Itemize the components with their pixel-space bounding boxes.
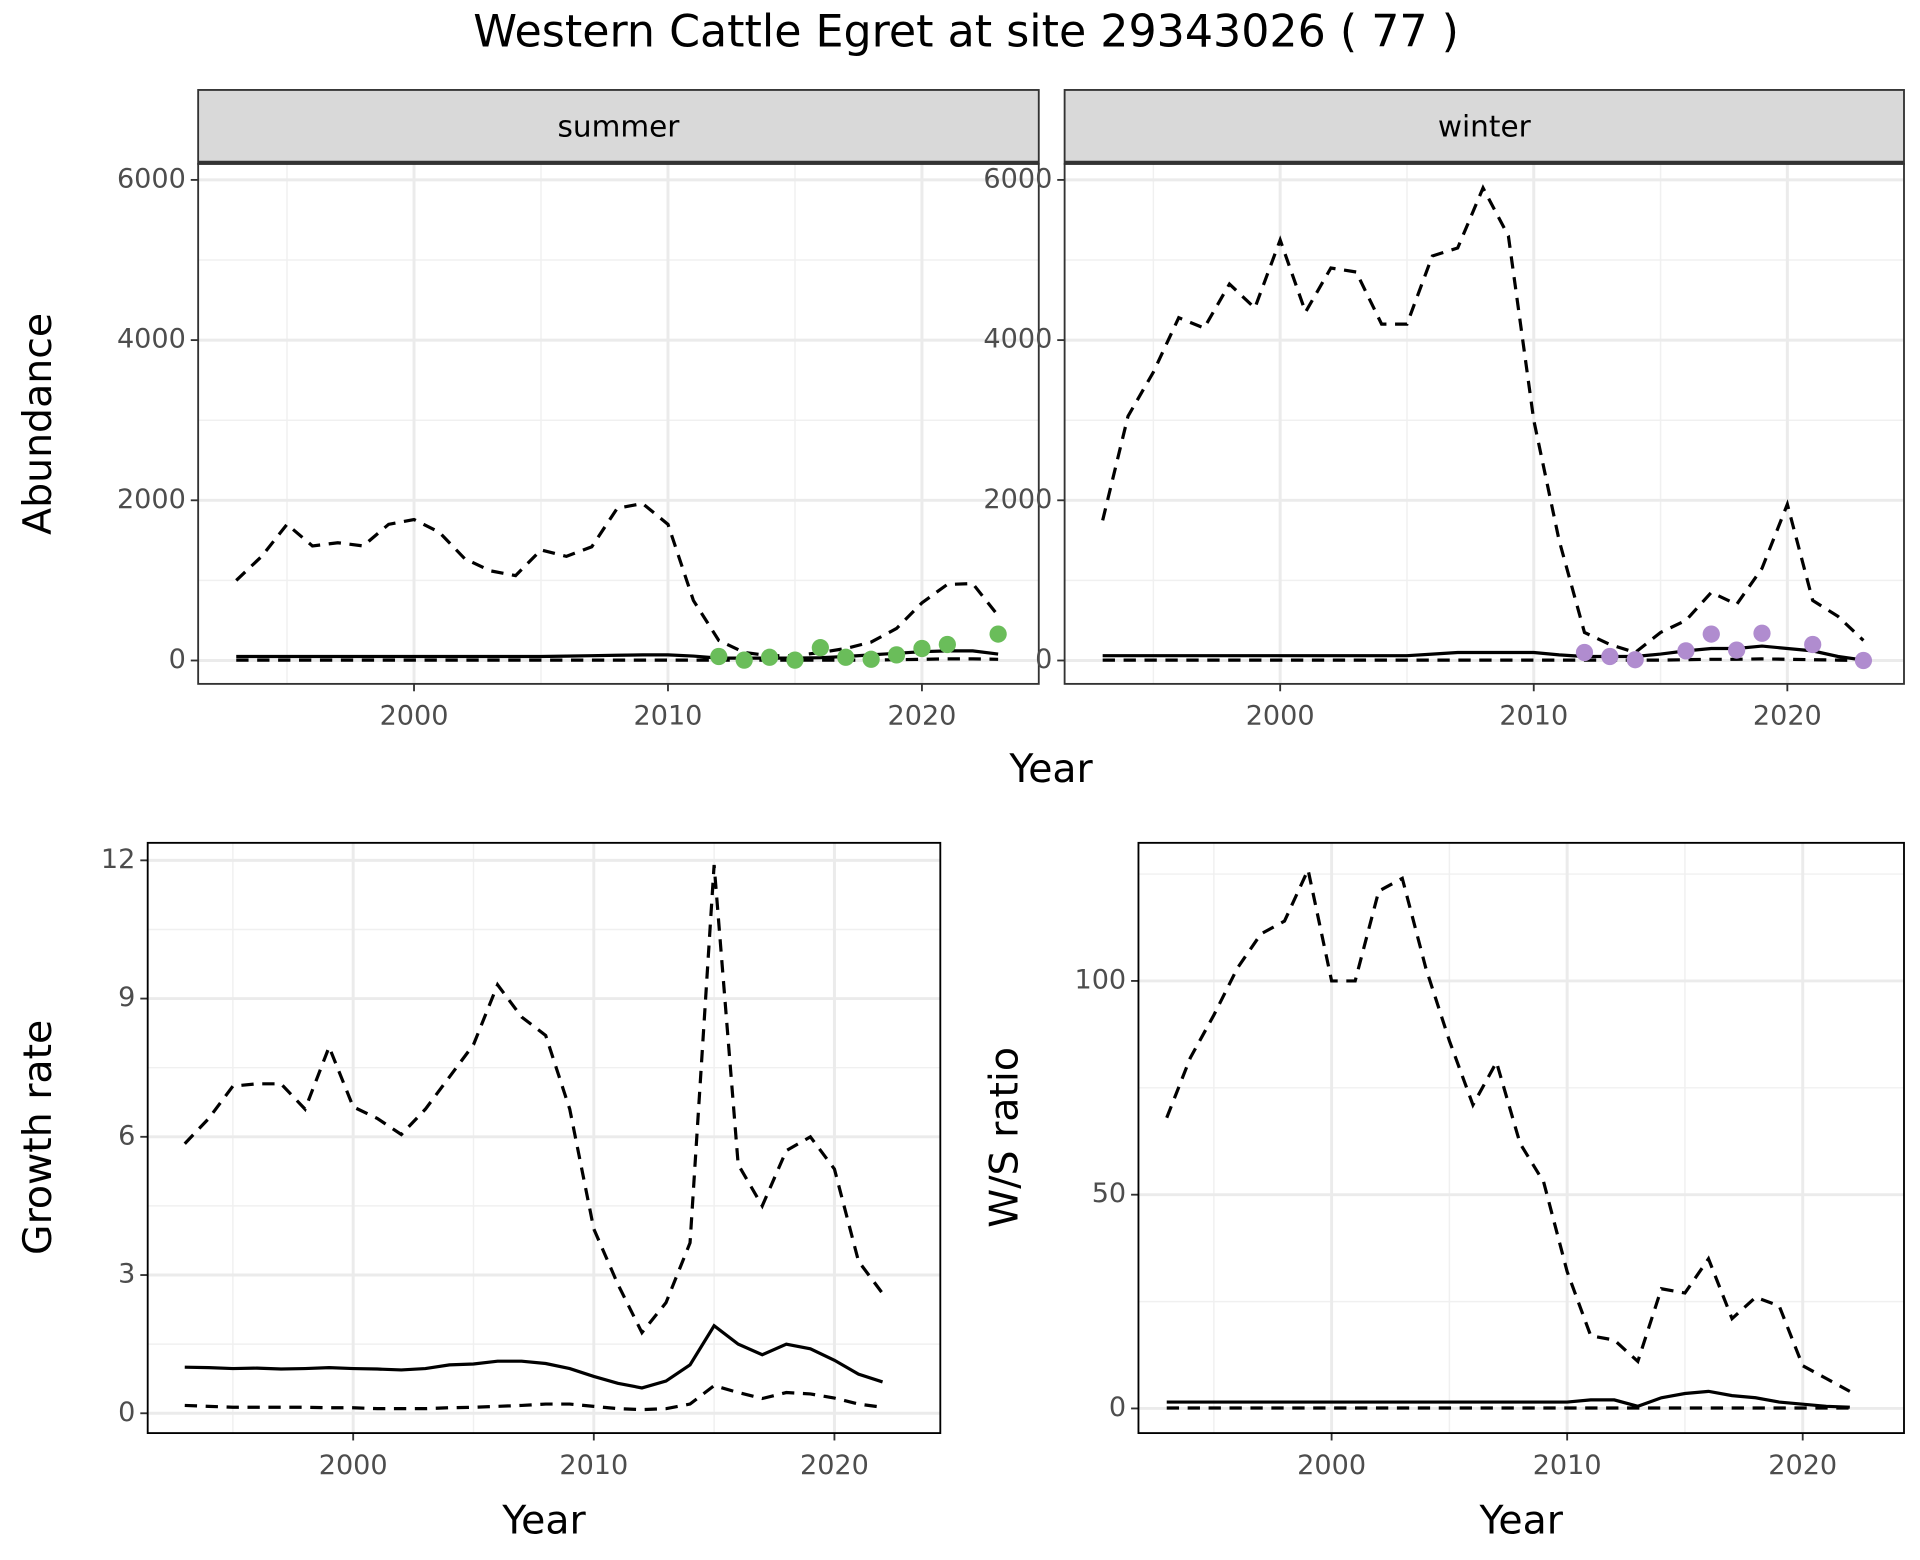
point	[1804, 635, 1822, 654]
point	[1753, 624, 1771, 642]
median-line	[184, 1323, 884, 1390]
point	[786, 651, 804, 669]
y-axis-label: W/S ratio	[981, 1047, 1027, 1228]
point	[1626, 651, 1644, 669]
point	[1677, 642, 1695, 660]
bound-line	[184, 1383, 883, 1412]
median-line	[1166, 1389, 1850, 1409]
point	[938, 635, 956, 654]
x-tick-label: 2000	[1246, 701, 1315, 732]
point	[1728, 641, 1746, 659]
bound-line	[1165, 864, 1851, 1393]
point	[862, 650, 880, 668]
point	[887, 646, 906, 664]
y-tick-label: 4000	[983, 324, 1052, 355]
x-tick-label: 2010	[634, 701, 703, 732]
y-tick-label: 3	[118, 1259, 135, 1290]
point	[913, 639, 931, 658]
x-axis-label: Year	[1479, 1498, 1564, 1544]
y-tick-label: 100	[1074, 964, 1126, 995]
x-tick-label: 2010	[1499, 701, 1568, 732]
x-tick-label: 2000	[1297, 1450, 1366, 1481]
y-tick-label: 6000	[117, 163, 186, 194]
x-tick-label: 2000	[380, 701, 449, 732]
point	[837, 648, 855, 666]
bound-line	[235, 501, 1000, 658]
point	[811, 639, 829, 657]
x-tick-label: 2010	[559, 1450, 628, 1481]
bound-line	[183, 864, 884, 1336]
point	[735, 651, 753, 669]
x-axis-label: Year	[1008, 746, 1093, 792]
y-tick-label: 0	[169, 644, 186, 675]
bound-line	[1101, 184, 1865, 655]
point	[989, 625, 1007, 643]
strip	[1063, 89, 1905, 165]
point	[1854, 651, 1873, 670]
x-axis-label: Year	[501, 1498, 586, 1544]
strip-label: winter	[1438, 110, 1532, 144]
panel-border	[1137, 841, 1905, 1435]
point	[760, 648, 779, 666]
y-tick-label: 6	[118, 1120, 135, 1151]
x-tick-label: 2000	[319, 1450, 388, 1481]
point	[710, 647, 728, 666]
panel-border	[146, 841, 942, 1435]
y-tick-label: 0	[1035, 644, 1052, 675]
y-axis-label: Growth rate	[15, 1020, 61, 1255]
bound-line	[1102, 657, 1864, 663]
y-tick-label: 0	[118, 1397, 135, 1428]
y-tick-label: 6000	[983, 163, 1052, 194]
x-tick-label: 2020	[888, 701, 957, 732]
strip	[197, 89, 1040, 165]
y-tick-label: 12	[101, 844, 135, 875]
y-tick-label: 50	[1092, 1178, 1126, 1209]
point	[1702, 625, 1720, 643]
x-tick-label: 2020	[800, 1450, 869, 1481]
point	[1575, 643, 1594, 662]
y-axis-label: Abundance	[15, 313, 61, 535]
y-tick-label: 0	[1109, 1392, 1126, 1423]
y-tick-label: 2000	[983, 484, 1052, 515]
strip-label: summer	[557, 110, 680, 144]
y-tick-label: 4000	[117, 324, 186, 355]
y-tick-label: 9	[118, 982, 135, 1013]
point	[1601, 647, 1619, 666]
x-tick-label: 2020	[1753, 701, 1822, 732]
figure-title: Western Cattle Egret at site 29343026 ( …	[473, 6, 1459, 57]
y-tick-label: 2000	[117, 484, 186, 515]
x-tick-label: 2020	[1768, 1450, 1837, 1481]
x-tick-label: 2010	[1533, 1450, 1602, 1481]
